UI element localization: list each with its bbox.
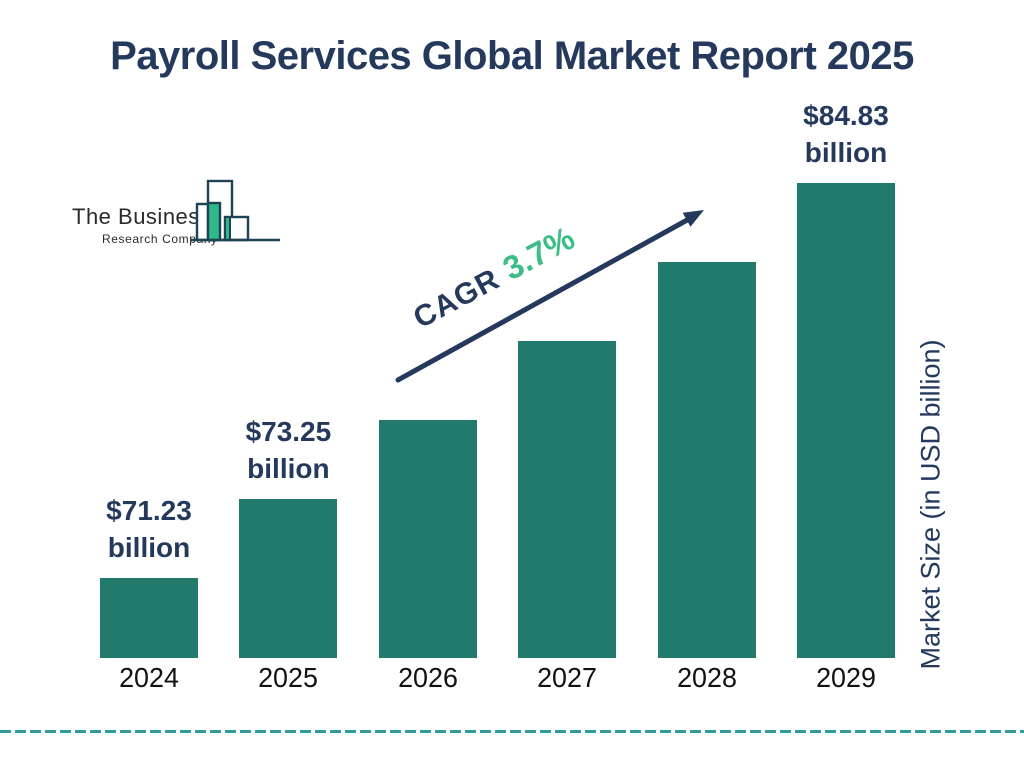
bar-2025	[239, 499, 338, 658]
company-logo: The Business Research Company	[72, 204, 218, 246]
x-tick-2027: 2027	[537, 662, 598, 693]
x-tick-2028: 2028	[676, 662, 737, 693]
x-tick-2024: 2024	[119, 662, 179, 693]
logo-text-line1: The Business	[72, 204, 212, 229]
bar-2029	[797, 183, 895, 658]
value-unit: billion	[107, 532, 191, 563]
bar-2024	[100, 578, 198, 658]
trend-arrow-icon	[395, 210, 704, 383]
value-unit: billion	[804, 137, 888, 168]
value-label-2029: $84.83 billion	[746, 97, 946, 171]
value-amount: $84.83	[803, 100, 889, 131]
bar-2027	[518, 341, 617, 658]
bar-2026	[378, 420, 477, 658]
value-amount: $73.25	[245, 416, 332, 447]
bar-2028	[657, 262, 756, 658]
value-label-2024: $71.23 billion	[49, 492, 249, 566]
x-tick-2026: 2026	[397, 662, 458, 693]
y-axis-label: Market Size (in USD billion)	[915, 339, 946, 670]
value-unit: billion	[247, 453, 330, 484]
page-title: Payroll Services Global Market Report 20…	[110, 34, 914, 78]
bottom-dashed-rule	[0, 730, 1024, 733]
x-tick-2029: 2029	[816, 662, 876, 693]
logo-text-line2: Research Company	[102, 232, 218, 246]
value-amount: $71.23	[106, 495, 192, 526]
x-tick-2025: 2025	[258, 662, 319, 693]
bar-chart-logo-icon	[190, 179, 280, 242]
value-label-2025: $73.25 billion	[188, 413, 388, 487]
